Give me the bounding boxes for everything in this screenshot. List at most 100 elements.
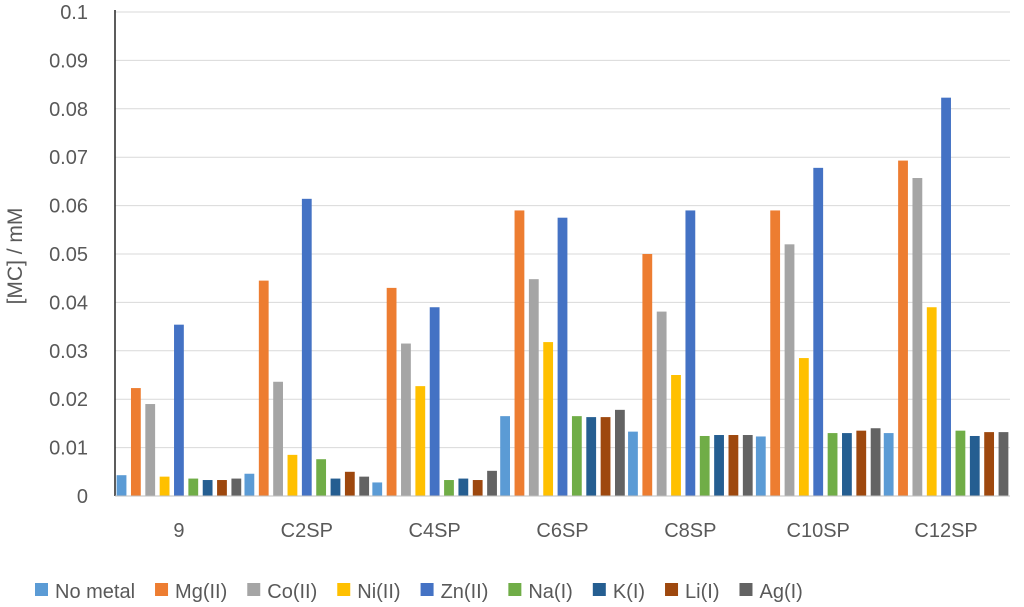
x-category-labels: 9 C2SP C4SP C6SP C8SP C10SP C12SP [173, 520, 977, 542]
bar-C8SP-Zn(II) [685, 210, 696, 496]
legend-item: Zn(II) [420, 581, 489, 603]
bar-9-Ag(I) [231, 478, 242, 496]
legend-label: Na(I) [528, 581, 572, 603]
x-category-label: C4SP [409, 520, 461, 542]
legend-swatch [592, 583, 606, 596]
legend-item: Mg(II) [155, 581, 227, 603]
legend-swatch [739, 583, 753, 596]
y-tick-label: 0.06 [49, 196, 88, 218]
bar-C4SP-Ni(II) [415, 386, 426, 496]
bar-C6SP-Ag(I) [615, 409, 625, 496]
bar-C4SP-K(I) [458, 478, 469, 496]
bar-C2SP-No metal [244, 473, 255, 496]
bar-C12SP-Co(II) [912, 178, 923, 496]
y-tick-label: 0.01 [49, 438, 88, 460]
y-axis-title: [MC] / mM [4, 208, 27, 305]
x-category-label: C2SP [281, 520, 333, 542]
legend-label: Mg(II) [175, 581, 227, 603]
bars [116, 97, 1009, 496]
bar-C10SP-Li(I) [856, 430, 867, 496]
bar-C6SP-Ni(II) [543, 342, 554, 496]
bar-C4SP-Mg(II) [386, 287, 397, 496]
bar-9-Mg(II) [130, 388, 141, 496]
bar-9-Zn(II) [174, 324, 184, 496]
bar-9-Li(I) [217, 480, 227, 496]
bar-C12SP-K(I) [969, 435, 980, 496]
bar-C6SP-Co(II) [528, 279, 539, 496]
bar-C2SP-Zn(II) [301, 198, 312, 496]
legend-label: No metal [55, 581, 135, 603]
bar-C8SP-Na(I) [699, 435, 710, 496]
x-category-label: C6SP [536, 520, 588, 542]
y-tick-label: 0 [77, 486, 88, 508]
bar-C12SP-Zn(II) [941, 97, 951, 496]
legend-item: Na(I) [508, 581, 573, 603]
bar-C4SP-No metal [372, 482, 383, 496]
bar-C4SP-Na(I) [444, 480, 454, 496]
y-tick-label: 0.04 [49, 292, 88, 314]
bar-C10SP-Ni(II) [798, 358, 809, 496]
legend-swatch [420, 583, 434, 596]
bar-C8SP-K(I) [714, 435, 724, 496]
bar-C10SP-Zn(II) [813, 167, 824, 496]
bar-9-No metal [116, 475, 127, 496]
legend-label: Li(I) [685, 581, 719, 603]
bar-9-Ni(II) [159, 476, 170, 496]
x-category-label: 9 [173, 520, 184, 542]
bar-9-Na(I) [188, 478, 199, 496]
legend-swatch [665, 583, 679, 596]
legend-label: Co(II) [267, 581, 317, 603]
bar-C6SP-K(I) [586, 417, 597, 496]
bar-C2SP-Na(I) [316, 459, 327, 496]
x-category-label: C12SP [914, 520, 977, 542]
legend-item: Co(II) [247, 581, 317, 603]
y-tick-label: 0.07 [49, 147, 88, 169]
bar-C8SP-Ag(I) [742, 435, 753, 496]
legend-label: K(I) [613, 581, 645, 603]
bar-C12SP-Mg(II) [898, 160, 908, 496]
legend-item: No metal [35, 581, 135, 603]
legend-item: Ag(I) [739, 581, 803, 603]
bar-C8SP-Mg(II) [642, 254, 653, 496]
legend-label: Zn(II) [441, 581, 489, 603]
legend-label: Ag(I) [759, 581, 802, 603]
legend-swatch [337, 583, 351, 596]
legend-swatch [508, 583, 522, 596]
legend-item: K(I) [592, 581, 645, 603]
bar-C12SP-Na(I) [955, 430, 966, 496]
bar-C8SP-Li(I) [728, 435, 739, 496]
bar-C10SP-No metal [755, 436, 766, 496]
bar-C6SP-Li(I) [600, 417, 611, 496]
bar-C10SP-K(I) [842, 433, 852, 496]
legend-item: Ni(II) [337, 581, 401, 603]
bar-C10SP-Ag(I) [870, 428, 881, 496]
bar-C2SP-Co(II) [273, 381, 283, 496]
y-tick-labels: 0 0.01 0.02 0.03 0.04 0.05 0.06 0.07 0.08 0.09 0.1 [49, 2, 88, 508]
legend-swatch [247, 583, 261, 596]
bar-C10SP-Na(I) [827, 433, 838, 496]
y-tick-label: 0.02 [49, 389, 88, 411]
bar-C2SP-Li(I) [344, 471, 355, 496]
bar-C12SP-Li(I) [984, 432, 995, 496]
bar-C8SP-Co(II) [656, 311, 667, 496]
bar-C2SP-Ag(I) [359, 476, 370, 496]
legend-item: Li(I) [665, 581, 719, 603]
bar-C2SP-Ni(II) [287, 454, 298, 496]
bar-C2SP-K(I) [330, 478, 341, 496]
bar-C4SP-Zn(II) [429, 307, 440, 496]
bar-C2SP-Mg(II) [258, 280, 269, 496]
bar-9-Co(II) [145, 404, 156, 496]
bar-C10SP-Co(II) [784, 244, 795, 496]
bar-C4SP-Li(I) [472, 480, 483, 496]
bar-C6SP-Zn(II) [557, 217, 568, 496]
bar-C10SP-Mg(II) [770, 210, 781, 496]
bar-C12SP-No metal [883, 433, 894, 496]
y-tick-label: 0.09 [49, 50, 88, 72]
y-tick-label: 0.03 [49, 341, 88, 363]
axes [114, 10, 1010, 497]
y-tick-label: 0.1 [60, 2, 88, 24]
legend-swatch [155, 583, 169, 596]
legend-swatch [35, 583, 48, 596]
legend: No metal Mg(II) Co(II) Ni(II) Zn(II) Na(I) K(I… [35, 581, 803, 603]
